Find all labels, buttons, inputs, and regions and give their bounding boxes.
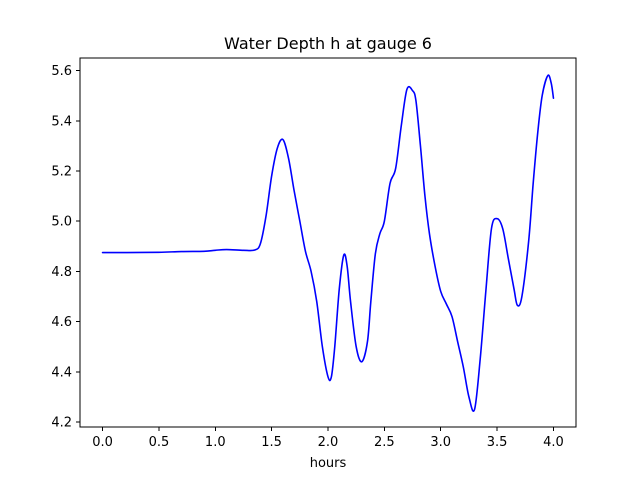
chart-title: Water Depth h at gauge 6 xyxy=(224,34,432,53)
y-axis: 4.2 4.4 4.6 4.8 5.0 5.2 5.4 5.6 xyxy=(51,64,80,430)
y-tick-label: 4.8 xyxy=(51,265,72,280)
axes-frame xyxy=(79,57,577,428)
x-tick-label: 4.0 xyxy=(543,435,564,450)
series-line-0 xyxy=(101,74,555,412)
y-tick-label: 5.4 xyxy=(51,114,72,129)
y-tick-label: 4.4 xyxy=(51,365,72,380)
x-axis: 0.0 0.5 1.0 1.5 2.0 2.5 3.0 3.5 4.0 xyxy=(92,427,564,450)
y-tick-label: 5.0 xyxy=(51,215,72,230)
y-tick-label: 4.6 xyxy=(51,315,72,330)
x-tick-label: 2.0 xyxy=(318,435,339,450)
x-tick-label: 1.0 xyxy=(205,435,226,450)
plot-area xyxy=(79,57,577,428)
x-tick-label: 3.0 xyxy=(430,435,451,450)
y-tick-label: 5.6 xyxy=(51,64,72,79)
x-tick-label: 2.5 xyxy=(374,435,395,450)
y-tick-label: 5.2 xyxy=(51,164,72,179)
x-tick-label: 3.5 xyxy=(487,435,508,450)
y-tick-label: 4.2 xyxy=(51,415,72,430)
x-tick-label: 0.0 xyxy=(92,435,113,450)
x-axis-label: hours xyxy=(310,456,347,471)
x-tick-label: 0.5 xyxy=(149,435,170,450)
x-tick-label: 1.5 xyxy=(261,435,282,450)
